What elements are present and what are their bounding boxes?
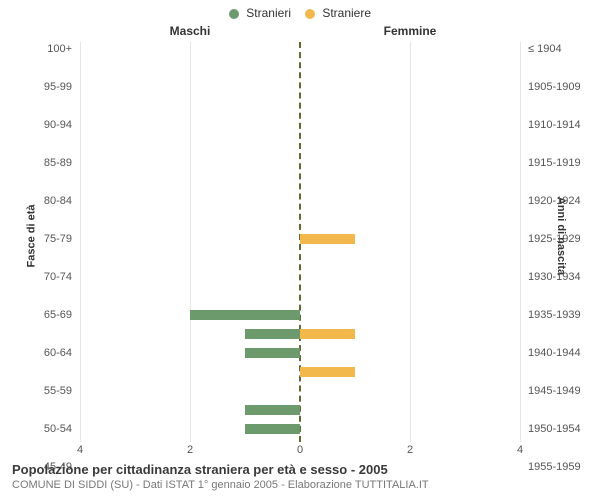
x-tick: 4 — [517, 444, 523, 456]
pyramid-row: 30-341970-1974 — [80, 308, 520, 322]
header-maschi: Maschi — [80, 24, 300, 38]
pyramid-row: 40-441960-1964 — [80, 270, 520, 284]
y-label-birth: 1925-1929 — [528, 232, 600, 246]
chart-container: Stranieri Straniere Maschi Femmine Fasce… — [0, 0, 600, 500]
y-label-age: 55-59 — [12, 384, 72, 398]
pyramid-row: 70-741930-1934 — [80, 156, 520, 170]
y-label-birth: 1915-1919 — [528, 156, 600, 170]
y-label-birth: 1940-1944 — [528, 346, 600, 360]
y-label-age: 90-94 — [12, 118, 72, 132]
pyramid-row: 50-541950-1954 — [80, 232, 520, 246]
pyramid-row: 80-841920-1924 — [80, 118, 520, 132]
y-label-age: 50-54 — [12, 422, 72, 436]
y-label-age: 95-99 — [12, 80, 72, 94]
y-label-age: 65-69 — [12, 308, 72, 322]
x-tick: 2 — [407, 444, 413, 456]
pyramid-row: 0-42000-2004 — [80, 422, 520, 436]
y-label-birth: ≤ 1904 — [528, 42, 600, 56]
legend-item-straniere: Straniere — [305, 6, 371, 20]
y-label-birth: 1910-1914 — [528, 118, 600, 132]
pyramid-row: 60-641940-1944 — [80, 194, 520, 208]
pyramid-row: 90-941910-1914 — [80, 80, 520, 94]
y-label-age: 75-79 — [12, 232, 72, 246]
y-label-birth: 1945-1949 — [528, 384, 600, 398]
y-label-birth: 1920-1924 — [528, 194, 600, 208]
plot-area: 100+≤ 1904 95-991905-1909 90-941910-1914 85… — [80, 42, 520, 442]
chart-caption: Popolazione per cittadinanza straniera p… — [12, 462, 429, 491]
bar-male — [190, 310, 300, 320]
caption-subtitle: COMUNE DI SIDDI (SU) - Dati ISTAT 1° gen… — [12, 479, 429, 491]
pyramid-row: 55-591945-1949 — [80, 213, 520, 227]
bar-male — [245, 348, 300, 358]
pyramid-row: 10-141990-1994 — [80, 384, 520, 398]
legend-swatch-straniere — [305, 9, 315, 19]
bar-female — [300, 234, 355, 244]
y-label-birth: 1950-1954 — [528, 422, 600, 436]
pyramid-row: 75-791925-1929 — [80, 137, 520, 151]
y-label-birth: 1935-1939 — [528, 308, 600, 322]
x-tick: 2 — [187, 444, 193, 456]
legend-item-stranieri: Stranieri — [229, 6, 291, 20]
bar-female — [300, 367, 355, 377]
x-tick: 0 — [297, 444, 303, 456]
gridline — [520, 42, 521, 442]
panel-headers: Maschi Femmine — [80, 24, 520, 38]
legend-swatch-stranieri — [229, 9, 239, 19]
caption-title: Popolazione per cittadinanza straniera p… — [12, 462, 429, 477]
bar-male — [245, 329, 300, 339]
pyramid-row: 65-691935-1939 — [80, 175, 520, 189]
legend-label-straniere: Straniere — [322, 6, 371, 20]
pyramid-row: 5-91995-1999 — [80, 403, 520, 417]
pyramid-row: 85-891915-1919 — [80, 99, 520, 113]
header-femmine: Femmine — [300, 24, 520, 38]
pyramid-row: 45-491955-1959 — [80, 251, 520, 265]
bar-female — [300, 329, 355, 339]
legend-label-stranieri: Stranieri — [246, 6, 291, 20]
legend: Stranieri Straniere — [0, 6, 600, 20]
y-label-birth: 1955-1959 — [528, 460, 600, 474]
bar-male — [245, 424, 300, 434]
y-label-age: 100+ — [12, 42, 72, 56]
pyramid-row: 95-991905-1909 — [80, 61, 520, 75]
pyramid-row: 20-241980-1984 — [80, 346, 520, 360]
y-label-birth: 1905-1909 — [528, 80, 600, 94]
pyramid-row: 25-291975-1979 — [80, 327, 520, 341]
x-axis-ticks: 4 2 0 2 4 — [80, 444, 520, 458]
pyramid-row: 35-391965-1969 — [80, 289, 520, 303]
pyramid-row: 100+≤ 1904 — [80, 42, 520, 56]
y-label-age: 70-74 — [12, 270, 72, 284]
y-label-age: 80-84 — [12, 194, 72, 208]
x-tick: 4 — [77, 444, 83, 456]
y-label-age: 60-64 — [12, 346, 72, 360]
y-label-birth: 1930-1934 — [528, 270, 600, 284]
y-label-age: 85-89 — [12, 156, 72, 170]
bar-male — [245, 405, 300, 415]
pyramid-row: 15-191985-1989 — [80, 365, 520, 379]
